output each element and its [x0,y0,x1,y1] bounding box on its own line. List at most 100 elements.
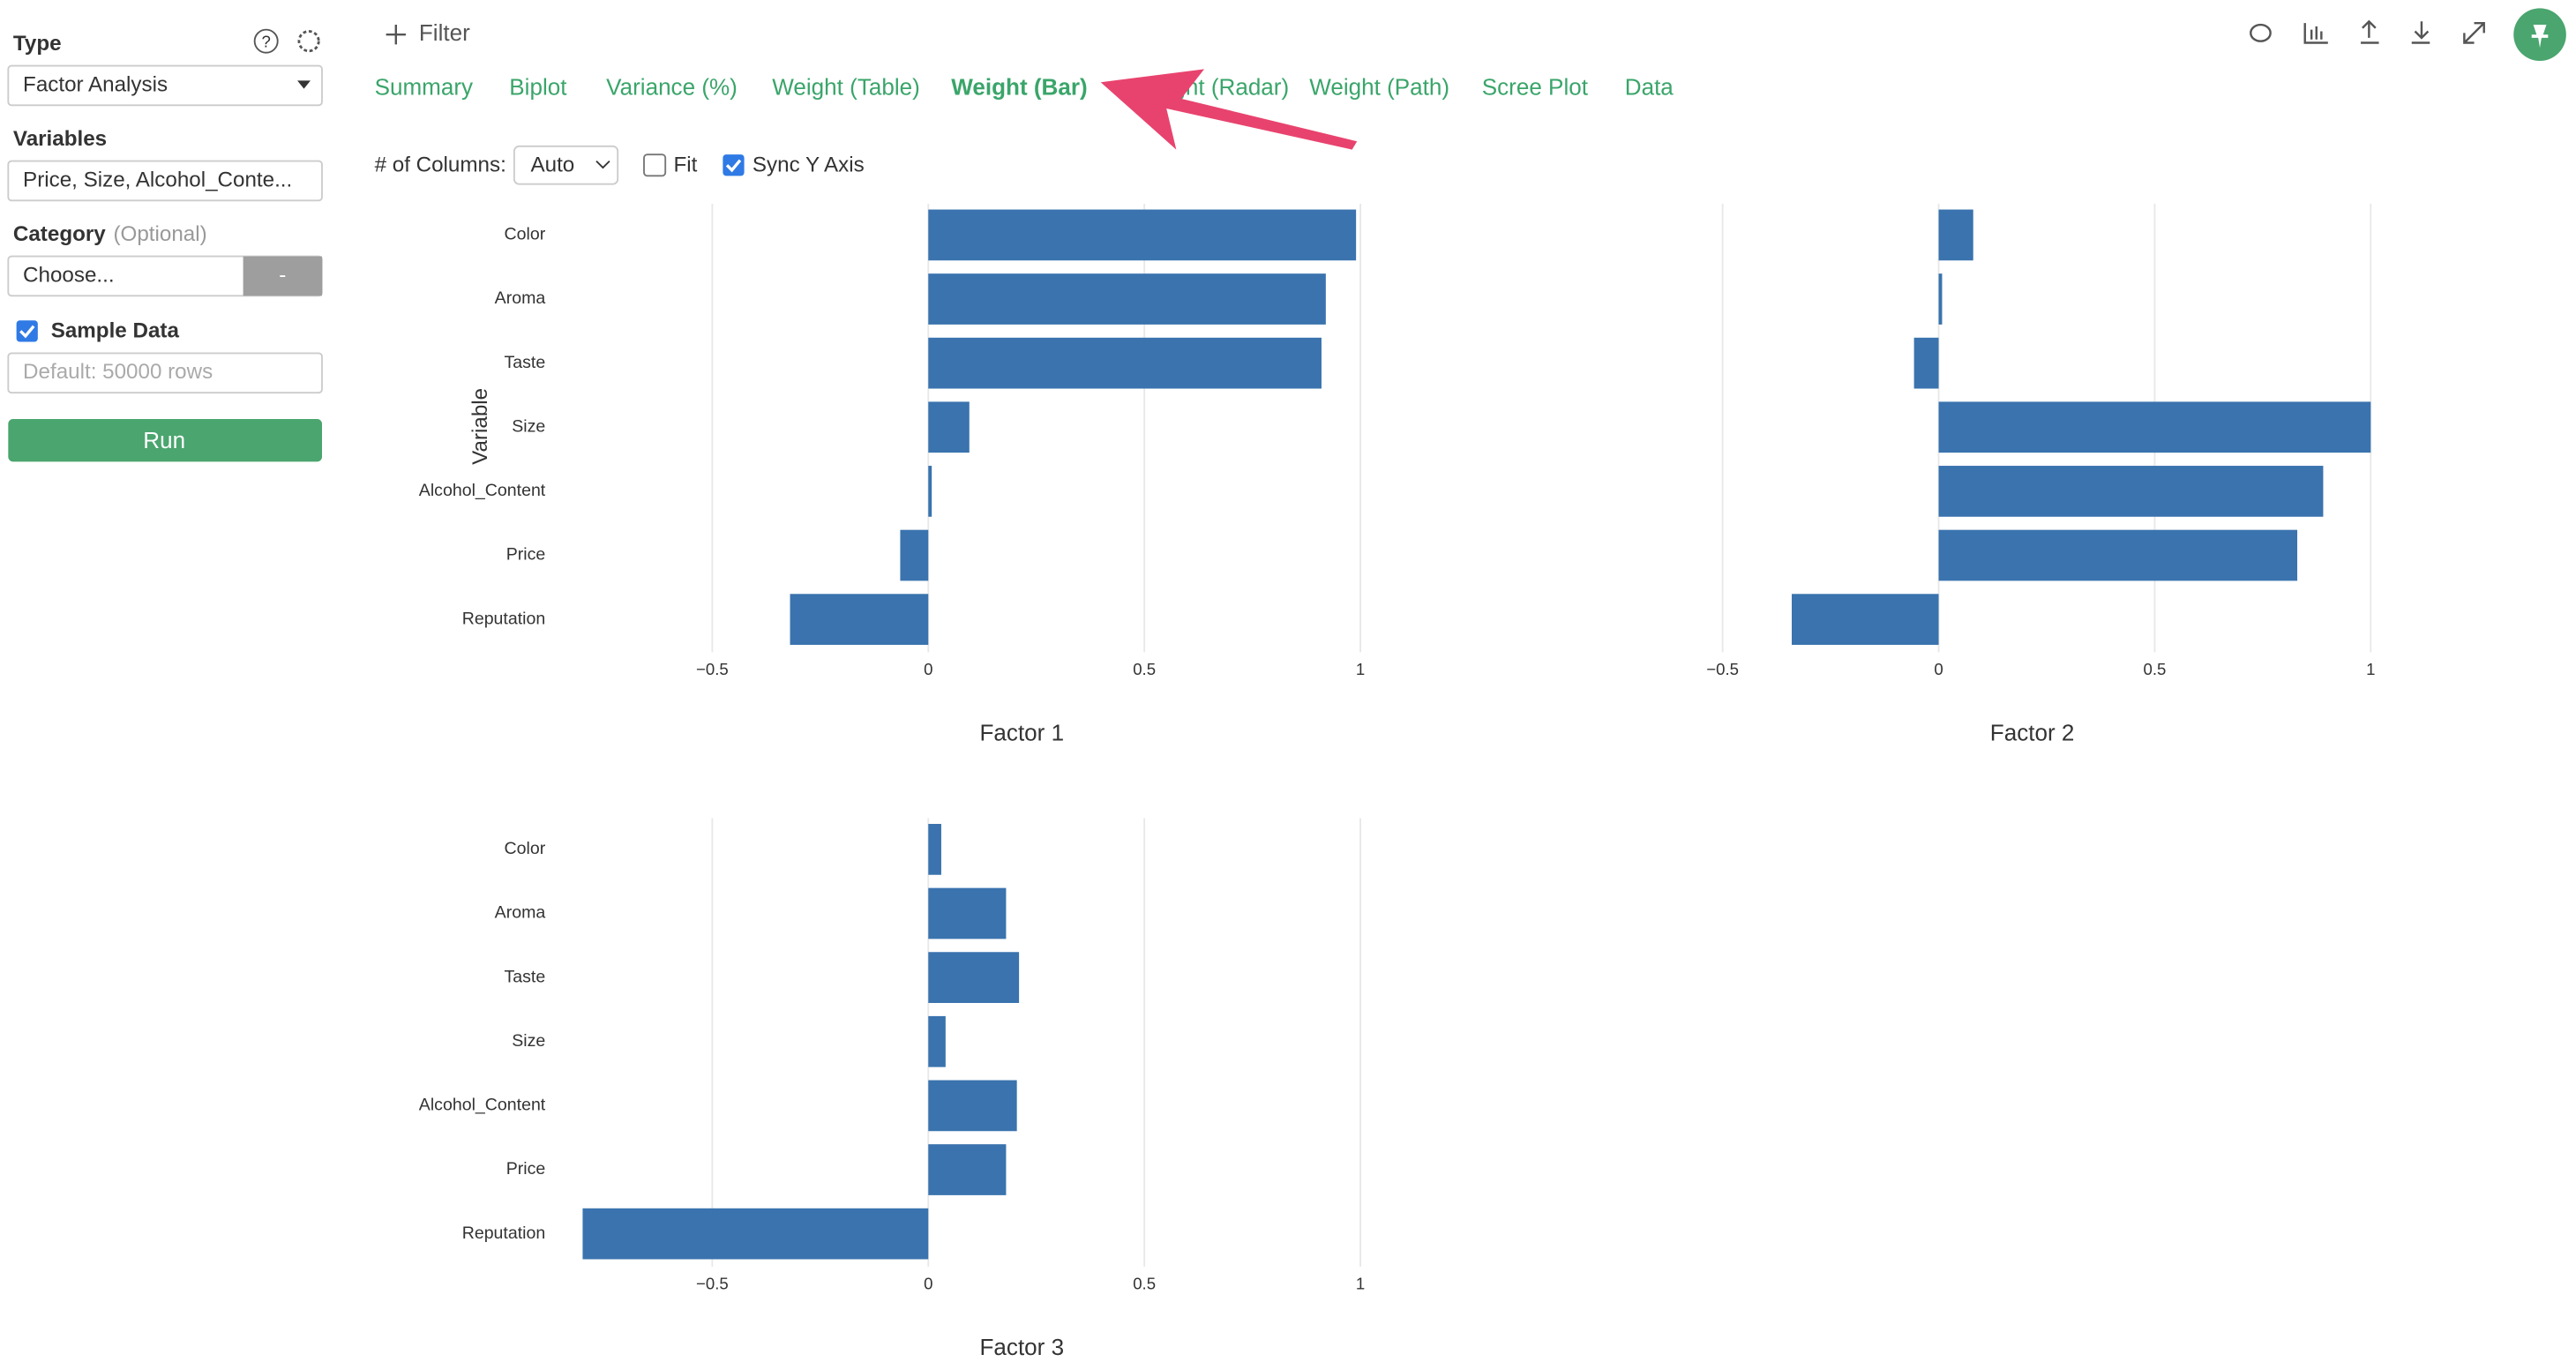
bar [1913,337,1939,389]
bar [1938,466,2324,517]
chart-title: Factor 1 [980,719,1065,745]
y-tick-label: Size [512,1031,545,1051]
columns-value: Auto [531,153,575,177]
bar [928,1015,946,1067]
download-icon[interactable] [2411,21,2430,44]
x-tick-label: 0.5 [2143,660,2166,678]
y-tick-label: Color [505,839,546,858]
bar [928,401,970,453]
fit-checkbox[interactable] [643,153,667,177]
run-text: Run [143,427,185,453]
bar [928,824,941,875]
sample-label: Sample Data [51,319,180,343]
tab[interactable]: Weight (Table) [772,74,920,101]
x-tick-label: 0 [924,660,932,678]
chart-title: Factor 3 [980,1334,1065,1360]
y-tick-label: Taste [505,353,546,372]
toolbar-icons [2250,19,2485,44]
columns-select[interactable] [513,145,619,185]
y-tick-label: Alcohol_Content [419,481,546,500]
y-tick-label: Price [506,545,546,565]
x-tick-label: 1 [1356,1274,1365,1292]
bar [928,209,1357,261]
y-tick-label: Taste [505,967,546,986]
expand-icon[interactable] [2463,21,2485,44]
y-tick-label: Size [512,416,545,436]
bar [1792,594,1939,646]
variables-value: Price, Size, Alcohol_Conte... [23,168,292,191]
x-tick-label: −0.5 [696,1274,729,1292]
y-tick-label: Price [506,1159,546,1179]
bar [1938,209,1973,261]
x-tick-label: −0.5 [696,660,729,678]
comment-icon[interactable] [2250,23,2272,42]
tab[interactable]: Biplot [509,74,567,101]
category-optional: (Optional) [113,222,206,246]
category-button[interactable] [243,256,322,296]
sample-input[interactable] [7,352,323,394]
bar [928,887,1007,939]
settings-icon[interactable] [297,30,320,53]
x-tick-label: 0.5 [1133,660,1156,678]
tab[interactable]: Data [1625,74,1674,101]
bar [900,529,929,581]
y-tick-label: Alcohol_Content [419,1096,546,1115]
help-glyph: ? [262,32,271,50]
type-label: Type [13,32,62,56]
bar [582,1208,929,1260]
check [725,159,742,173]
bar [928,273,1326,325]
category-label: Category [13,222,106,246]
bar [1938,401,2371,453]
x-tick-label: 0 [1934,660,1943,678]
sample-placeholder: Default: 50000 rows [23,360,213,384]
y-tick-label: Reputation [462,609,546,628]
tab[interactable]: Scree Plot [1482,74,1589,101]
help-icon[interactable] [253,28,279,54]
category-value: Choose... [23,263,115,287]
variables-label: Variables [13,127,107,151]
bar [1938,529,2298,581]
tab[interactable]: Variance (%) [606,74,738,101]
columns-caret [595,160,610,169]
sample-checkbox[interactable] [16,320,38,342]
bar [928,337,1322,389]
bar [928,1080,1017,1132]
x-tick-label: −0.5 [1706,660,1739,678]
caret [297,80,311,89]
type-select[interactable] [7,64,323,107]
variables-input[interactable] [7,160,323,202]
category-button-text: - [279,263,286,287]
bar [928,1144,1007,1195]
sync-label: Sync Y Axis [753,153,865,177]
chart-title: Factor 2 [1990,719,2075,745]
filter[interactable]: Filter [419,19,470,46]
sync-checkbox[interactable] [723,154,745,176]
x-tick-label: 1 [1356,660,1365,678]
tab[interactable]: Summary [375,74,474,101]
bar [928,952,1020,1003]
x-tick-label: 0 [924,1274,932,1292]
y-axis-label: Variable [468,388,492,465]
y-tick-label: Aroma [495,288,546,308]
upload-icon[interactable] [2361,19,2379,44]
y-tick-label: Aroma [495,903,546,923]
y-tick-label: Reputation [462,1224,546,1243]
plus-icon [386,25,406,45]
type-value: Factor Analysis [23,72,168,96]
bar [928,466,932,517]
check [19,325,35,339]
annotation-arrow [1100,69,1358,150]
fit-label: Fit [674,153,698,177]
tab[interactable]: Weight (Bar) [951,74,1087,101]
bar [790,594,929,646]
x-tick-label: 0.5 [1133,1274,1156,1292]
pin-icon [2531,25,2549,49]
tab[interactable]: Weight (Path) [1309,74,1449,101]
run-button[interactable] [8,418,323,462]
chart-icon[interactable] [2303,23,2328,44]
columns-label: # of Columns: [375,153,506,177]
y-tick-label: Color [505,225,546,244]
x-tick-label: 1 [2366,660,2375,678]
